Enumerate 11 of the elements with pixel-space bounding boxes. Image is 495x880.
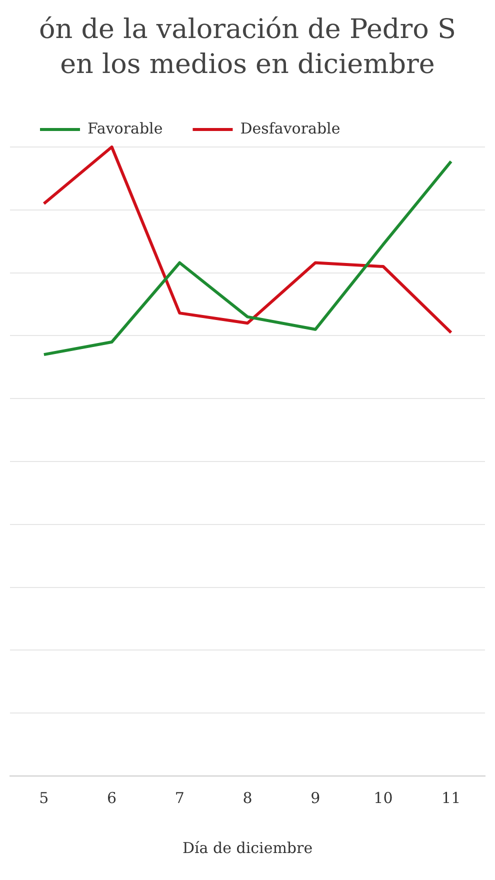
x-tick-label: 5 bbox=[39, 789, 49, 808]
x-tick-label: 10 bbox=[374, 789, 393, 808]
chart-title: ón de la valoración de Pedro S en los medios en diciembre bbox=[38, 13, 457, 82]
legend-label: Desfavorable bbox=[240, 120, 340, 138]
x-tick-label: 6 bbox=[107, 789, 117, 808]
x-tick-label: 7 bbox=[174, 789, 184, 808]
x-axis-title: Día de diciembre bbox=[182, 839, 313, 858]
x-tick-label: 11 bbox=[442, 789, 461, 808]
x-tick-label: 9 bbox=[310, 789, 320, 808]
x-tick-label: 8 bbox=[242, 789, 252, 808]
legend-label: Favorable bbox=[88, 120, 163, 138]
